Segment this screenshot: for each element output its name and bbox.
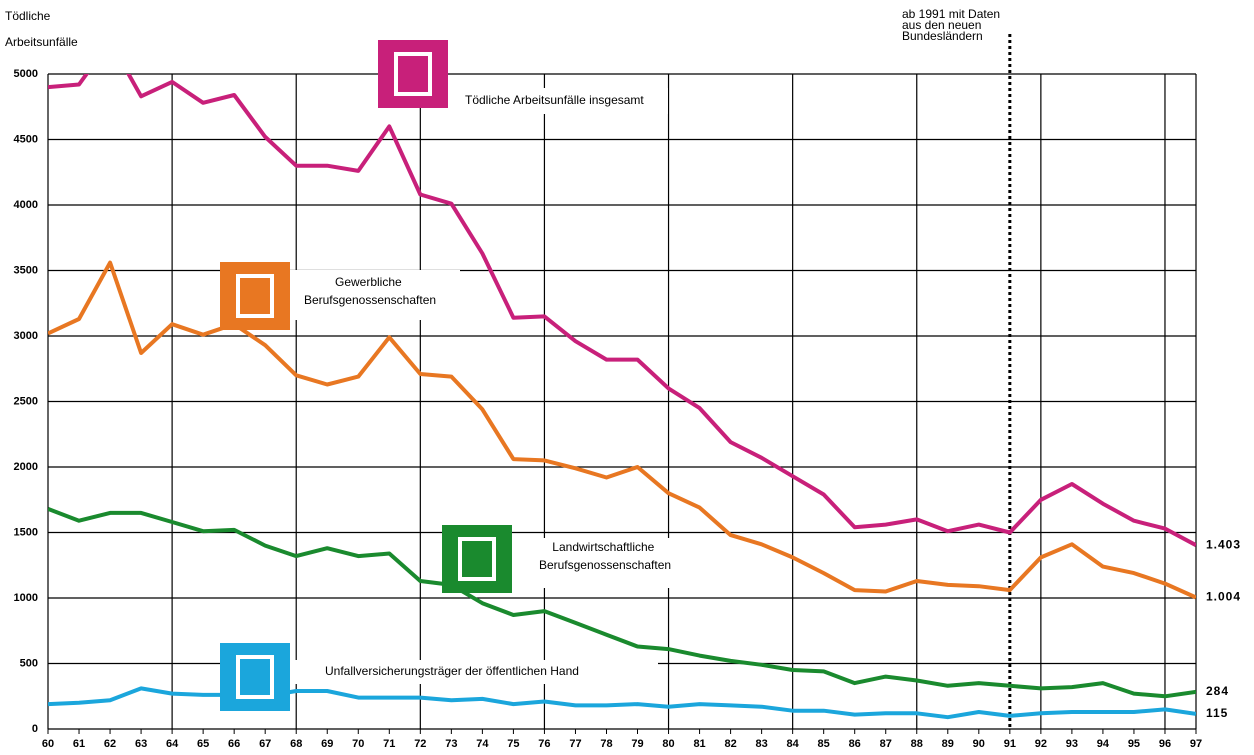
x-tick-label: 89	[942, 738, 954, 750]
x-tick-label: 81	[693, 738, 705, 750]
icon-glyph	[236, 274, 274, 318]
x-tick-label: 94	[1097, 738, 1110, 750]
x-tick-label: 80	[662, 738, 674, 750]
icon-glyph	[236, 655, 274, 699]
annotation: aus den neuen	[902, 18, 981, 32]
x-tick-label: 77	[569, 738, 581, 750]
value-label: 1.403	[1206, 537, 1241, 551]
y-tick-label: 0	[32, 723, 38, 735]
x-tick-label: 65	[197, 738, 209, 750]
label-box	[288, 660, 658, 684]
annotation: Bundesländern	[902, 29, 983, 43]
legend-label: Tödliche Arbeitsunfälle insgesamt	[465, 93, 644, 107]
value-label: 284	[1206, 684, 1229, 698]
y-tick-label: 2500	[14, 395, 38, 407]
x-tick-label: 87	[880, 738, 892, 750]
x-tick-label: 84	[787, 738, 800, 750]
x-tick-label: 97	[1190, 738, 1202, 750]
legend-icon	[220, 262, 290, 330]
x-tick-label: 67	[259, 738, 271, 750]
x-tick-label: 70	[352, 738, 364, 750]
label-box	[512, 538, 692, 588]
annotation: ab 1991 mit Daten	[902, 7, 1000, 21]
x-tick-label: 69	[321, 738, 333, 750]
x-tick-label: 78	[600, 738, 612, 750]
value-label: 115	[1206, 706, 1228, 720]
y-tick-label: 2000	[14, 461, 38, 473]
x-tick-label: 95	[1128, 738, 1140, 750]
x-tick-label: 60	[42, 738, 54, 750]
x-tick-label: 64	[166, 738, 179, 750]
x-tick-label: 74	[476, 738, 489, 750]
x-tick-label: 91	[1004, 738, 1016, 750]
label-box	[290, 270, 460, 320]
series-line	[48, 507, 1196, 699]
series-line	[48, 74, 1196, 547]
x-tick-label: 63	[135, 738, 147, 750]
x-tick-label: 71	[383, 738, 395, 750]
icon-glyph	[394, 52, 432, 96]
x-tick-label: 83	[755, 738, 767, 750]
legend-label: Landwirtschaftliche Berufsgenossenschaft…	[539, 540, 671, 572]
x-tick-label: 76	[538, 738, 550, 750]
y-tick-label: 1500	[14, 526, 38, 538]
y-tick-label: 4500	[14, 133, 38, 145]
x-tick-label: 73	[445, 738, 457, 750]
lines	[48, 74, 1196, 720]
x-tick-label: 88	[911, 738, 923, 750]
legend-icon	[378, 40, 448, 108]
x-tick-label: 68	[290, 738, 302, 750]
x-tick-label: 96	[1159, 738, 1171, 750]
legend-label: Unfallversicherungsträger der öffentlich…	[325, 664, 579, 678]
value-label: 1.004	[1206, 590, 1241, 604]
x-tick-label: 75	[507, 738, 519, 750]
legend-icon	[442, 525, 512, 593]
x-tick-label: 93	[1066, 738, 1078, 750]
legend-label: Gewerbliche Berufsgenossenschaften	[304, 275, 436, 307]
label-box	[448, 88, 668, 114]
y-tick-label: 3000	[14, 330, 38, 342]
x-tick-label: 72	[414, 738, 426, 750]
x-tick-label: 61	[73, 738, 85, 750]
x-tick-label: 92	[1035, 738, 1047, 750]
x-tick-label: 82	[724, 738, 736, 750]
legend-icon	[220, 643, 290, 711]
x-tick-label: 66	[228, 738, 240, 750]
x-tick-label: 62	[104, 738, 116, 750]
y-tick-label: 1000	[14, 592, 38, 604]
y-tick-label: 4000	[14, 199, 38, 211]
y-tick-label: 3500	[14, 264, 38, 276]
icon-glyph	[458, 537, 496, 581]
y-tick-label: 500	[20, 657, 38, 669]
x-tick-label: 85	[818, 738, 830, 750]
x-tick-label: 90	[973, 738, 985, 750]
chart-title: Tödliche Arbeitsunfälle	[5, 9, 78, 49]
y-tick-label: 5000	[14, 68, 38, 80]
x-tick-label: 86	[849, 738, 861, 750]
x-tick-label: 79	[631, 738, 643, 750]
